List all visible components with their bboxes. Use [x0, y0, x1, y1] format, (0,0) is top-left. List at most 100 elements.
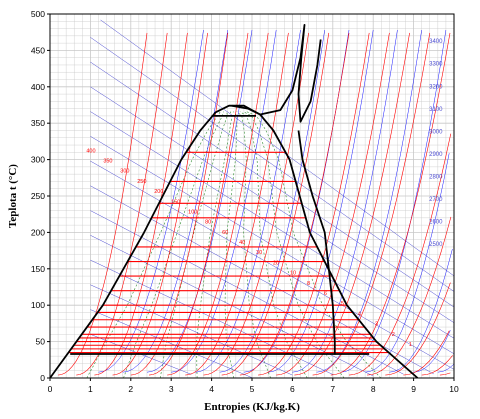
isobar-label: 2 — [392, 332, 395, 338]
constant-volume-line — [122, 29, 229, 373]
line-labels: 400 350 300 250 200 150 100 80 60 40 30 20 10 8 6 5 4 3 2 1… — [86, 39, 443, 348]
y-tick-label: 0 — [40, 373, 45, 383]
enthalpy-line — [90, 86, 455, 323]
isobar-label: 400 — [86, 148, 95, 154]
isobar-label: 250 — [137, 179, 146, 185]
isobar-label: 4 — [358, 311, 361, 317]
y-tick-label: 300 — [31, 155, 45, 165]
isobar-line — [403, 330, 450, 376]
x-tick-label: 1 — [88, 384, 93, 394]
isobar-line — [148, 32, 249, 376]
constant-volume-line — [437, 364, 454, 373]
isotherm-plateaus — [68, 151, 389, 354]
x-tick-label: 7 — [330, 384, 335, 394]
enthalpy-line — [100, 19, 455, 277]
enthalpy-label: 2500 — [429, 242, 443, 248]
isobar-label: 3 — [375, 322, 378, 328]
property-lines — [58, 19, 455, 379]
y-axis-ticks: 0 50 100 150 200 250 300 350 400 450 500 — [31, 9, 50, 383]
series-line — [297, 130, 336, 355]
y-tick-label: 150 — [31, 264, 45, 274]
isobar-line — [112, 32, 208, 376]
enthalpy-label: 3000 — [429, 129, 443, 135]
enthalpy-label: 2800 — [429, 175, 443, 181]
isobar-line — [294, 32, 410, 376]
isobar-line — [421, 355, 453, 376]
x-tick-label: 3 — [169, 384, 174, 394]
y-tick-label: 100 — [31, 300, 45, 310]
isobar-label: 100 — [188, 209, 197, 215]
y-tick-label: 50 — [36, 337, 46, 347]
saturation-curves — [49, 24, 419, 379]
isobar-label: 300 — [120, 169, 129, 175]
enthalpy-line — [90, 111, 455, 339]
isobar-label: 200 — [154, 189, 163, 195]
x-tick-label: 8 — [371, 384, 376, 394]
constant-volume-line — [340, 29, 447, 373]
x-tick-label: 0 — [48, 384, 53, 394]
x-axis-title: Entropies (KJ/kg.K) — [204, 401, 300, 413]
y-tick-label: 450 — [31, 45, 45, 55]
isobar-label: 80 — [205, 220, 211, 226]
enthalpy-label: 3200 — [429, 84, 443, 90]
isobar-line — [276, 32, 390, 376]
enthalpy-label: 3300 — [429, 62, 443, 68]
quality-line — [86, 111, 221, 379]
enthalpy-label: 2600 — [429, 220, 443, 226]
isobar-line — [221, 32, 330, 376]
constant-volume-line — [98, 29, 204, 373]
isobar-line — [239, 32, 350, 376]
y-tick-label: 500 — [31, 9, 45, 19]
isobar-line — [58, 32, 148, 376]
enthalpy-line — [90, 37, 455, 292]
y-tick-label: 200 — [31, 227, 45, 237]
x-axis-ticks: 0 1 2 3 4 5 6 7 8 9 10 — [48, 378, 459, 394]
isobar-line — [185, 32, 289, 376]
enthalpy-label: 2900 — [429, 152, 443, 158]
isobar-line — [385, 282, 451, 376]
constant-volume-line — [365, 153, 450, 373]
isobar-line — [94, 32, 188, 376]
isobar-label: 5 — [341, 301, 344, 307]
enthalpy-line — [90, 284, 293, 376]
enthalpy-line — [90, 136, 455, 355]
x-tick-label: 4 — [209, 384, 214, 394]
constant-volume-line — [389, 248, 453, 373]
enthalpy-line — [90, 259, 333, 375]
y-tick-label: 250 — [31, 191, 45, 201]
y-axis-title: Teplota t (°C) — [7, 164, 19, 228]
isobar-line — [258, 32, 370, 376]
isobar-label: 150 — [171, 199, 180, 205]
constant-volume-line — [219, 29, 325, 373]
x-tick-label: 5 — [250, 384, 255, 394]
enthalpy-line — [90, 210, 404, 375]
isobar-line — [167, 32, 269, 376]
enthalpy-line — [90, 61, 455, 308]
isobar-label: 350 — [103, 159, 112, 165]
isobar-line — [203, 32, 309, 376]
isobar-line — [439, 372, 451, 376]
isobar-line — [367, 216, 452, 376]
y-tick-label: 350 — [31, 118, 45, 128]
isobar-label: 1 — [409, 342, 412, 348]
series-line — [49, 104, 419, 379]
quality-line — [196, 111, 233, 379]
isobar-line — [312, 32, 431, 376]
quality-line — [236, 111, 271, 379]
isobar-line — [348, 133, 452, 376]
isobar-line — [130, 32, 229, 376]
quality-line — [224, 111, 238, 379]
enthalpy-line — [90, 309, 253, 378]
enthalpy-line — [90, 160, 455, 370]
constant-volume-line — [413, 330, 451, 373]
isobar-label: 20 — [273, 260, 279, 266]
constant-volume-line — [316, 29, 422, 373]
quality-line — [123, 111, 224, 379]
enthalpy-label: 3100 — [429, 107, 443, 113]
quality-line — [239, 111, 308, 379]
isobar-label: 40 — [239, 240, 245, 246]
enthalpy-label: 3400 — [429, 39, 443, 45]
isobar-label: 30 — [256, 250, 262, 256]
x-tick-label: 9 — [411, 384, 416, 394]
